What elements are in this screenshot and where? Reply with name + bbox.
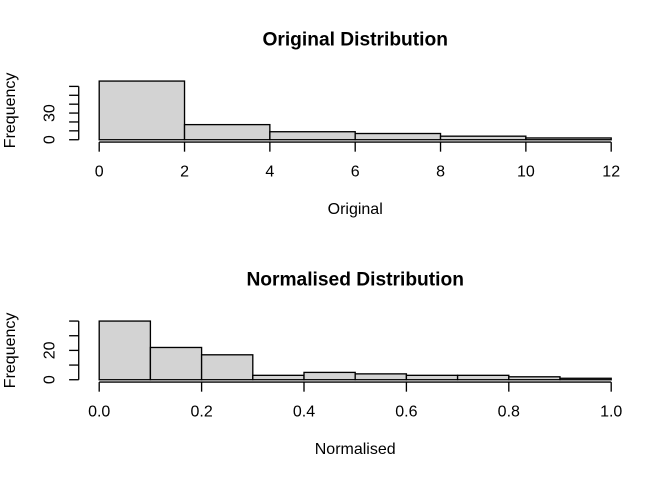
svg-text:0: 0 xyxy=(42,375,59,384)
svg-text:0.2: 0.2 xyxy=(190,404,212,421)
svg-text:0: 0 xyxy=(42,135,59,144)
svg-text:10: 10 xyxy=(517,164,535,181)
svg-text:20: 20 xyxy=(42,341,59,359)
svg-text:4: 4 xyxy=(265,164,274,181)
svg-text:1.0: 1.0 xyxy=(600,404,622,421)
svg-text:Frequency: Frequency xyxy=(2,313,19,389)
svg-text:8: 8 xyxy=(436,164,445,181)
svg-text:Original: Original xyxy=(328,201,383,218)
svg-text:2: 2 xyxy=(180,164,189,181)
svg-text:0.6: 0.6 xyxy=(395,404,417,421)
svg-text:Frequency: Frequency xyxy=(2,73,19,149)
svg-text:0.0: 0.0 xyxy=(88,404,110,421)
svg-text:0.4: 0.4 xyxy=(293,404,315,421)
svg-text:6: 6 xyxy=(351,164,360,181)
svg-text:12: 12 xyxy=(602,164,620,181)
svg-text:0.8: 0.8 xyxy=(498,404,520,421)
svg-text:0: 0 xyxy=(95,164,104,181)
svg-text:Original Distribution: Original Distribution xyxy=(262,29,447,50)
svg-text:Normalised: Normalised xyxy=(315,441,396,458)
svg-text:Normalised Distribution: Normalised Distribution xyxy=(246,269,463,290)
svg-text:30: 30 xyxy=(42,104,59,122)
